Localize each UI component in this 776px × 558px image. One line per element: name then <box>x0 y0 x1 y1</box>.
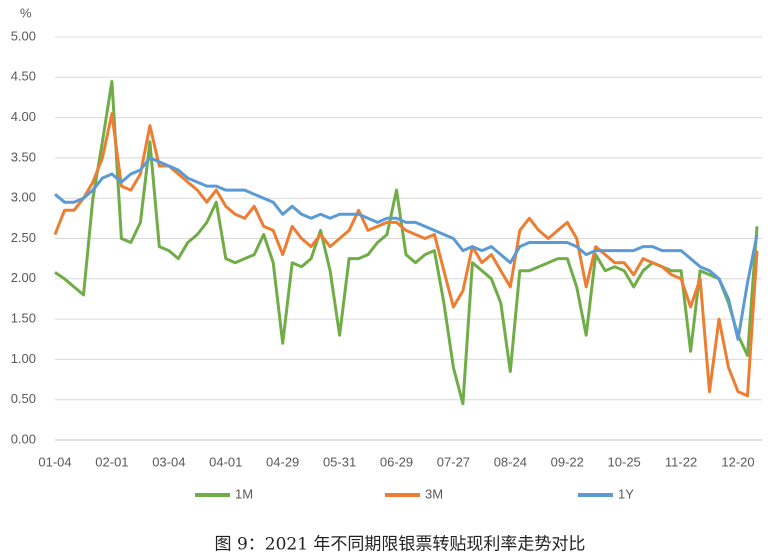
series-line <box>54 79 759 406</box>
x-tick-label: 05-31 <box>323 454 356 469</box>
legend-label: 3M <box>425 486 443 501</box>
y-tick-label: 4.00 <box>11 109 36 124</box>
y-tick-label: 0.00 <box>11 431 36 446</box>
y-tick-label: 1.50 <box>11 311 36 326</box>
legend-label: 1M <box>235 486 253 501</box>
y-tick-label: 3.50 <box>11 149 36 164</box>
x-tick-label: 06-29 <box>380 454 413 469</box>
x-tick-label: 10-25 <box>608 454 641 469</box>
y-tick-label: 5.00 <box>11 28 36 43</box>
x-tick-label: 08-24 <box>494 454 527 469</box>
y-tick-label: 2.00 <box>11 270 36 285</box>
y-tick-label: 1.00 <box>11 351 36 366</box>
x-tick-label: 03-04 <box>152 454 185 469</box>
x-tick-label: 01-04 <box>38 454 71 469</box>
legend-label: 1Y <box>618 486 634 501</box>
x-tick-label: 04-29 <box>266 454 299 469</box>
y-tick-label: 2.50 <box>11 230 36 245</box>
x-tick-label: 11-22 <box>665 454 697 469</box>
x-tick-label: 07-27 <box>437 454 470 469</box>
series-line <box>54 156 759 341</box>
y-axis-label: % <box>20 5 32 20</box>
y-tick-label: 3.00 <box>11 190 36 205</box>
y-tick-label: 4.50 <box>11 69 36 84</box>
x-tick-label: 04-01 <box>209 454 242 469</box>
x-tick-label: 02-01 <box>95 454 128 469</box>
caption: 图 9：2021 年不同期限银票转贴现利率走势对比 <box>215 535 586 555</box>
x-tick-label: 12-20 <box>721 454 754 469</box>
x-tick-label: 09-22 <box>551 454 584 469</box>
y-tick-label: 0.50 <box>11 391 36 406</box>
